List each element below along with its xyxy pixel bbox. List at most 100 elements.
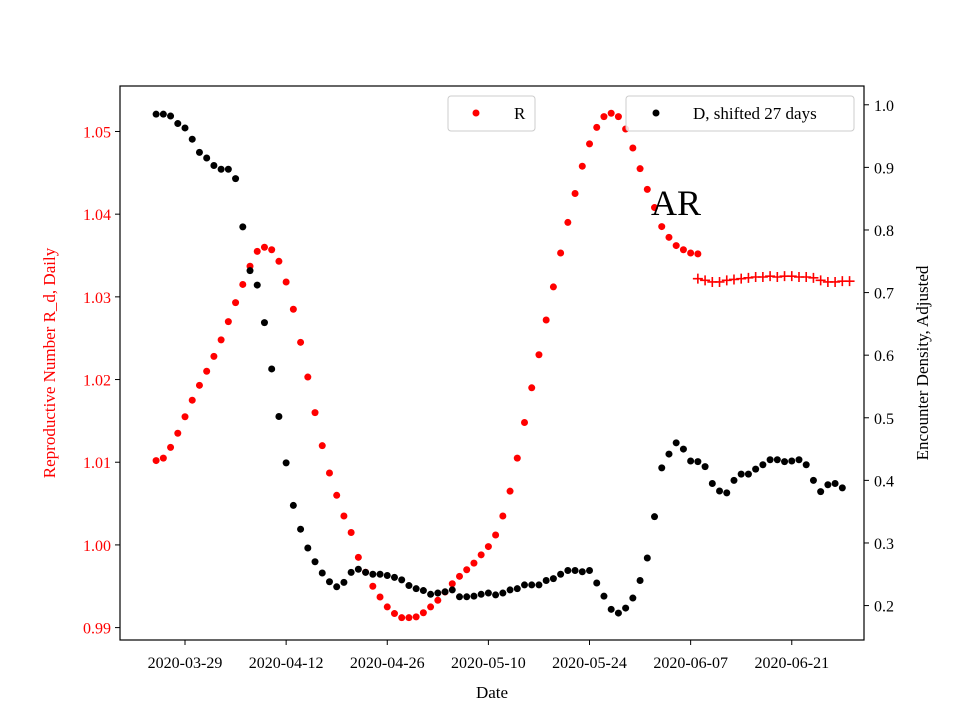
series-2-point xyxy=(651,513,659,521)
series-1-point xyxy=(743,272,754,283)
series-0-point xyxy=(549,283,557,291)
series-2-point xyxy=(484,589,492,597)
series-2-point xyxy=(506,586,514,594)
series-2-point xyxy=(817,488,825,496)
series-0-point xyxy=(167,443,175,451)
series-1-point xyxy=(801,272,812,283)
series-2-point xyxy=(614,609,622,617)
series-0-point xyxy=(405,614,413,622)
series-2-point xyxy=(766,456,774,464)
legend-r-label: R xyxy=(514,104,526,123)
series-2-point xyxy=(297,525,305,533)
series-2-point xyxy=(564,567,572,575)
series-0-point xyxy=(694,250,702,258)
right-tick-label: 0.7 xyxy=(874,286,894,303)
series-0-point xyxy=(311,409,319,417)
series-2-point xyxy=(412,585,420,593)
x-axis-label: Date xyxy=(476,683,508,702)
series-2-point xyxy=(224,165,232,173)
series-2-point xyxy=(470,592,478,600)
series-0-point xyxy=(643,185,651,193)
series-0-point xyxy=(318,442,326,450)
legend-r: R xyxy=(447,95,536,132)
series-0-point xyxy=(434,596,442,604)
series-0-point xyxy=(354,553,362,561)
series-0-point xyxy=(203,367,211,375)
series-2-point xyxy=(730,476,738,484)
series-0-point xyxy=(188,396,196,404)
series-2-point xyxy=(333,583,341,591)
series-2-point xyxy=(694,458,702,466)
series-0-point xyxy=(419,609,427,617)
series-2-point xyxy=(304,544,312,552)
series-2-point xyxy=(347,568,355,576)
series-0-point xyxy=(463,566,471,574)
series-0-point xyxy=(586,140,594,148)
series-2-point xyxy=(679,445,687,453)
series-2-point xyxy=(232,175,240,183)
series-0-point xyxy=(477,551,485,559)
series-2-point xyxy=(441,588,449,596)
series-0-point xyxy=(535,351,543,359)
series-0-point xyxy=(232,299,240,307)
series-2-point xyxy=(369,570,377,578)
series-1-point xyxy=(728,274,739,285)
series-0-point xyxy=(347,529,355,537)
series-2-point xyxy=(419,587,427,595)
left-tick-label: 1.04 xyxy=(83,207,111,224)
series-2-point xyxy=(665,450,673,458)
series-2-point xyxy=(195,148,203,156)
series-2-point xyxy=(643,554,651,562)
series-2-point xyxy=(600,592,608,600)
series-2-point xyxy=(318,569,326,577)
series-0-point xyxy=(152,457,160,465)
plot-frame xyxy=(119,85,865,641)
right-tick-label: 0.4 xyxy=(874,473,894,490)
series-2-point xyxy=(549,575,557,583)
series-2-point xyxy=(390,573,398,581)
series-2-point xyxy=(289,501,297,509)
series-2-point xyxy=(362,568,370,576)
series-2-point xyxy=(275,413,283,421)
series-2-point xyxy=(607,605,615,613)
series-0-point xyxy=(593,123,601,131)
series-2-point xyxy=(737,470,745,478)
right-tick-label: 0.8 xyxy=(874,223,894,240)
series-2-point xyxy=(838,484,846,492)
series-0-point xyxy=(260,243,268,251)
x-tick-label: 2020-04-26 xyxy=(350,655,425,672)
series-0-point xyxy=(340,512,348,520)
series-1-point xyxy=(692,273,703,284)
series-2-point xyxy=(521,581,529,589)
series-2-point xyxy=(159,110,167,118)
series-2-point xyxy=(802,461,810,469)
series-0 xyxy=(152,109,702,622)
legend-d: D, shifted 27 days xyxy=(625,95,855,132)
left-tick-label: 0.99 xyxy=(83,621,111,638)
x-tick-label: 2020-05-10 xyxy=(451,655,526,672)
right-tick-label: 0.9 xyxy=(874,160,894,177)
right-tick-label: 0.2 xyxy=(874,599,894,616)
series-2-point xyxy=(188,135,196,143)
series-0-point xyxy=(224,318,232,326)
series-0-point xyxy=(181,413,189,421)
annotation-label: AR xyxy=(651,183,701,223)
series-2-point xyxy=(622,604,630,612)
series-1-point xyxy=(815,275,826,286)
series-0-point xyxy=(542,316,550,324)
series-1 xyxy=(692,271,855,287)
series-0-point xyxy=(521,419,529,427)
x-tick-label: 2020-06-07 xyxy=(653,655,728,672)
left-tick-label: 1.05 xyxy=(83,124,111,141)
series-2-point xyxy=(535,581,543,589)
series-2-point xyxy=(528,581,536,589)
left-tick-label: 1.00 xyxy=(83,538,111,555)
series-2-point xyxy=(578,568,586,576)
series-2-point xyxy=(672,439,680,447)
series-2-point xyxy=(383,572,391,580)
series-0-point xyxy=(390,610,398,618)
series-0-point xyxy=(571,189,579,197)
right-axis-ticks: 0.2 0.3 0.4 0.5 0.6 0.7 0.8 0.9 1.0 xyxy=(864,98,894,616)
right-axis-label: Encounter Density, Adjusted xyxy=(913,265,932,460)
